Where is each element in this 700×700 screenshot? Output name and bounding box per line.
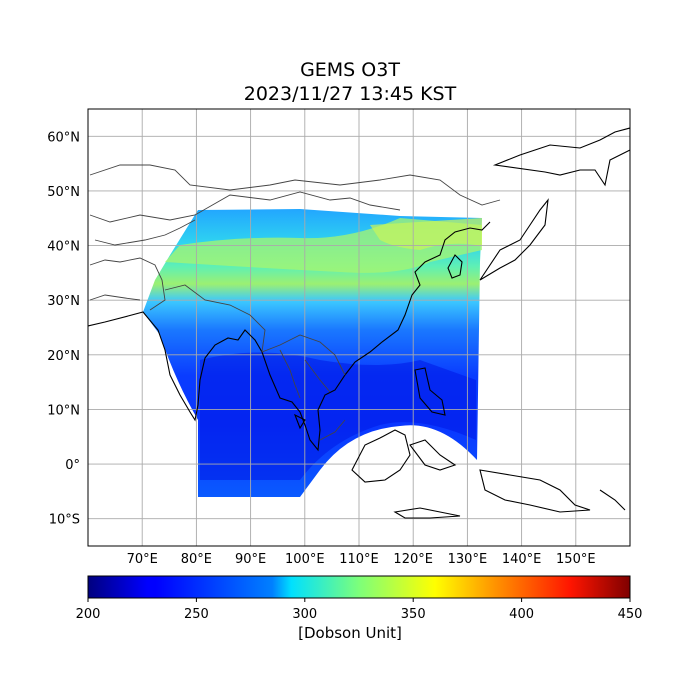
colorbar-tick-label-3: 350 bbox=[401, 607, 426, 622]
title-line-2: 2023/11/27 13:45 KST bbox=[243, 83, 457, 105]
lat-tick-label-2: 40°N bbox=[47, 240, 80, 255]
lon-tick-label-4: 110°E bbox=[339, 552, 379, 567]
lon-tick-label-8: 150°E bbox=[556, 552, 596, 567]
lat-tick-label-5: 10°N bbox=[47, 403, 80, 418]
lat-tick-label-7: 10°S bbox=[49, 513, 80, 528]
colorbar-tick-label-5: 450 bbox=[618, 607, 643, 622]
lat-tick-label-6: 0° bbox=[65, 458, 80, 473]
colorbar-tick-label-1: 250 bbox=[184, 607, 209, 622]
lon-tick-label-7: 140°E bbox=[502, 552, 542, 567]
lat-tick-label-0: 60°N bbox=[47, 130, 80, 145]
low-ozone-core bbox=[200, 352, 476, 480]
colorbar-tick-label-4: 400 bbox=[509, 607, 534, 622]
map-frame bbox=[87, 108, 631, 547]
latitude-tick-labels: 60°N 50°N 40°N 30°N 20°N 10°N 0° 10°S bbox=[47, 130, 80, 527]
colorbar-ticks: 200 250 300 350 400 450 bbox=[76, 598, 643, 622]
title-line-1: GEMS O3T bbox=[300, 59, 400, 81]
ozone-northeast-patch bbox=[370, 218, 482, 250]
longitude-tick-labels: 70°E 80°E 90°E 100°E 110°E 120°E 130°E 140°E 150… bbox=[127, 552, 596, 567]
coastlines bbox=[88, 127, 630, 519]
lon-tick-label-2: 90°E bbox=[235, 552, 266, 567]
lon-tick-label-1: 80°E bbox=[181, 552, 212, 567]
lat-tick-label-3: 30°N bbox=[47, 294, 80, 309]
colorbar-tick-label-0: 200 bbox=[76, 607, 101, 622]
lat-tick-label-4: 20°N bbox=[47, 349, 80, 364]
lon-tick-label-0: 70°E bbox=[127, 552, 158, 567]
colorbar bbox=[88, 576, 630, 598]
colorbar-tick-label-2: 300 bbox=[292, 607, 317, 622]
country-borders bbox=[89, 164, 501, 441]
lon-tick-label-6: 130°E bbox=[448, 552, 488, 567]
lat-tick-label-1: 50°N bbox=[47, 185, 80, 200]
gridlines bbox=[88, 109, 630, 546]
lon-tick-label-3: 100°E bbox=[285, 552, 325, 567]
lon-tick-label-5: 120°E bbox=[393, 552, 433, 567]
colorbar-label: [Dobson Unit] bbox=[298, 624, 402, 642]
map-area bbox=[88, 109, 630, 546]
map-title: GEMS O3T 2023/11/27 13:45 KST bbox=[0, 58, 700, 106]
colorbar-frame bbox=[87, 575, 631, 599]
